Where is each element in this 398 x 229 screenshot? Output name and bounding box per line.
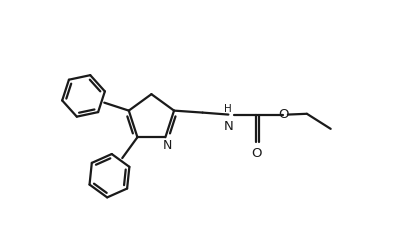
- Text: O: O: [278, 108, 288, 121]
- Text: H: H: [224, 104, 232, 114]
- Text: N: N: [163, 138, 172, 151]
- Text: N: N: [224, 119, 233, 132]
- Text: O: O: [251, 147, 261, 160]
